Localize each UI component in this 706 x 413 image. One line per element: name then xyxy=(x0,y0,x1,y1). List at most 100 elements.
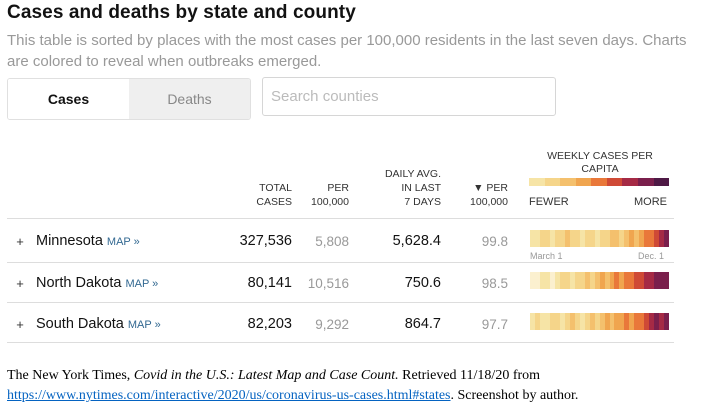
row-divider xyxy=(7,262,674,263)
spark-week xyxy=(544,313,550,330)
spark-week xyxy=(539,230,545,247)
source-link[interactable]: https://www.nytimes.com/interactive/2020… xyxy=(7,388,451,403)
spark-week xyxy=(629,313,635,330)
column-header-daily-avg: Daily avg. in last 7 days xyxy=(384,168,441,208)
spark-week xyxy=(614,230,620,247)
spark-week xyxy=(639,272,645,289)
spark-week xyxy=(619,272,625,289)
spark-week xyxy=(639,230,645,247)
spark-week xyxy=(649,272,655,289)
spark-week xyxy=(614,272,620,289)
column-header-per-100k-7day[interactable]: ▼ Per 100,000 xyxy=(470,182,508,208)
spark-week xyxy=(634,313,640,330)
spark-week xyxy=(664,230,670,247)
spark-week xyxy=(574,313,580,330)
per-100k: 10,516 xyxy=(307,276,349,291)
legend-swatch xyxy=(560,178,576,186)
spark-week xyxy=(544,230,550,247)
legend-swatch xyxy=(637,178,654,186)
spark-week xyxy=(604,230,610,247)
daily-avg: 5,628.4 xyxy=(392,233,441,249)
spark-week xyxy=(664,272,670,289)
spark-week xyxy=(619,313,625,330)
spark-week xyxy=(644,272,650,289)
total-cases: 327,536 xyxy=(239,233,292,249)
state-name[interactable]: South Dakota MAP » xyxy=(36,316,161,332)
legend-more-label: More xyxy=(634,196,667,208)
spark-week xyxy=(579,272,585,289)
total-cases: 80,141 xyxy=(247,275,292,291)
spark-week xyxy=(579,230,585,247)
spark-week xyxy=(574,272,580,289)
spark-week xyxy=(569,230,575,247)
header-divider xyxy=(7,218,674,219)
map-link[interactable]: MAP » xyxy=(127,319,161,331)
per-100k-7day: 98.5 xyxy=(481,276,508,291)
spark-week xyxy=(569,313,575,330)
spark-week xyxy=(654,272,660,289)
spark-week xyxy=(564,313,570,330)
spark-week xyxy=(604,313,610,330)
per-100k-7day: 99.8 xyxy=(481,234,508,249)
column-header-per-100k: Per 100,000 xyxy=(311,182,349,208)
spark-week xyxy=(564,272,570,289)
weekly-sparkline xyxy=(530,272,670,289)
expand-icon[interactable]: + xyxy=(16,317,24,332)
weekly-sparkline xyxy=(530,230,670,247)
spark-week xyxy=(599,272,605,289)
map-link[interactable]: MAP » xyxy=(106,236,140,248)
spark-week xyxy=(629,230,635,247)
source-caption: The New York Times, Covid in the U.S.: L… xyxy=(7,368,579,403)
spark-week xyxy=(599,230,605,247)
spark-week xyxy=(534,272,540,289)
spark-week xyxy=(659,272,665,289)
total-cases: 82,203 xyxy=(247,316,292,332)
axis-start-label: March 1 xyxy=(530,251,563,261)
spark-week xyxy=(554,230,560,247)
spark-week xyxy=(589,230,595,247)
spark-week xyxy=(649,313,655,330)
per-100k: 5,808 xyxy=(315,234,349,249)
spark-week xyxy=(634,230,640,247)
state-name[interactable]: North Dakota MAP » xyxy=(36,275,159,291)
spark-week xyxy=(589,313,595,330)
per-100k-7day: 97.7 xyxy=(481,317,508,332)
page-title: Cases and deaths by state and county xyxy=(7,2,356,23)
color-legend xyxy=(529,178,670,186)
spark-week xyxy=(609,272,615,289)
legend-swatch xyxy=(622,178,638,186)
legend-swatch xyxy=(529,178,545,186)
daily-avg: 750.6 xyxy=(404,275,441,291)
spark-week xyxy=(654,313,660,330)
spark-week xyxy=(624,230,630,247)
map-link[interactable]: MAP » xyxy=(125,278,159,290)
spark-week xyxy=(584,313,590,330)
expand-icon[interactable]: + xyxy=(16,276,24,291)
table-row: + South Dakota MAP » 82,203 9,292 864.7 9… xyxy=(0,304,706,344)
weekly-sparkline xyxy=(530,313,670,330)
tab-deaths[interactable]: Deaths xyxy=(129,79,250,119)
legend-swatch xyxy=(591,178,607,186)
spark-week xyxy=(599,313,605,330)
spark-week xyxy=(619,230,625,247)
tab-cases[interactable]: Cases xyxy=(8,79,129,119)
page-subtitle: This table is sorted by places with the … xyxy=(7,32,687,70)
state-name[interactable]: Minnesota MAP » xyxy=(36,233,140,249)
spark-week xyxy=(569,272,575,289)
spark-week xyxy=(609,313,615,330)
spark-week xyxy=(644,230,650,247)
legend-swatch xyxy=(653,178,670,186)
spark-week xyxy=(554,313,560,330)
search-input[interactable] xyxy=(262,77,556,116)
spark-week xyxy=(614,313,620,330)
legend-swatch xyxy=(575,178,592,186)
spark-week xyxy=(634,272,640,289)
daily-avg: 864.7 xyxy=(404,316,441,332)
spark-week xyxy=(549,230,555,247)
expand-icon[interactable]: + xyxy=(16,234,24,249)
spark-week xyxy=(584,230,590,247)
spark-week xyxy=(644,313,650,330)
row-divider xyxy=(7,342,674,343)
spark-week xyxy=(624,313,630,330)
spark-week xyxy=(604,272,610,289)
